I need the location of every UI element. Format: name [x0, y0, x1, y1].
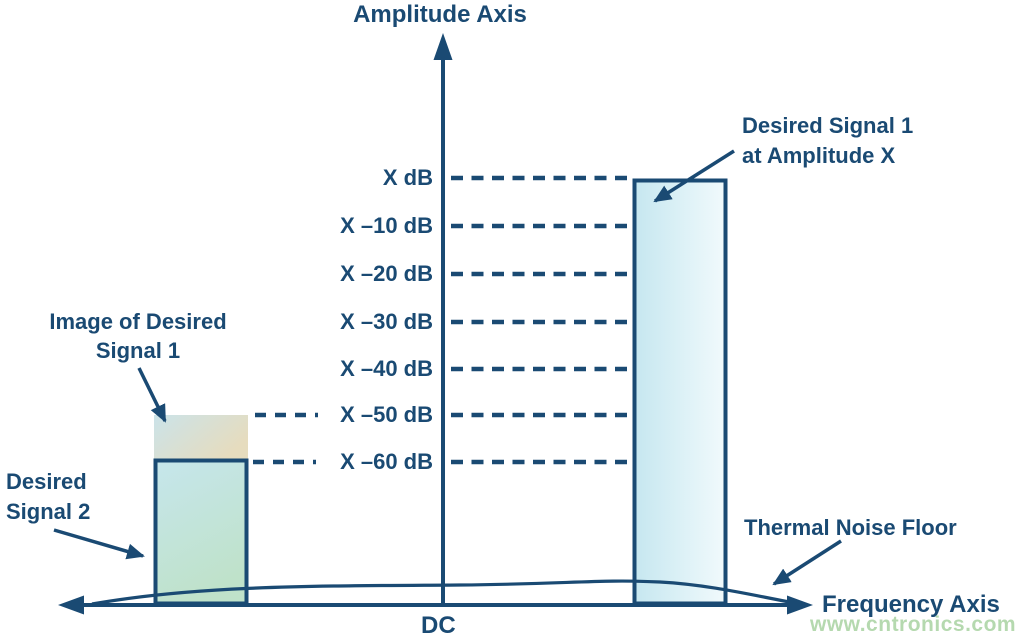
desired-signal2-arrow [53, 528, 145, 560]
image-level-dashes [253, 412, 318, 465]
desired-signal1-label-line2: at Amplitude X [742, 143, 896, 168]
desired-signal2-label: Desired Signal 2 [6, 467, 90, 527]
thermal-noise-floor-label: Thermal Noise Floor [744, 515, 957, 540]
amplitude-axis-arrowhead [433, 33, 453, 60]
thermal-noise-floor-curve [91, 579, 802, 606]
frequency-axis-label: Frequency Axis [822, 591, 1000, 618]
image-of-signal1-arrow [137, 367, 167, 423]
annotation-arrows [53, 149, 842, 586]
desired-signal1-label: Desired Signal 1 at Amplitude X [742, 111, 913, 171]
amplitude-axis-label: Amplitude Axis [353, 1, 527, 28]
image-of-signal1-label: Image of Desired Signal 1 [28, 307, 248, 365]
db-dashed-lines [451, 175, 628, 465]
image-of-signal1-block [154, 415, 248, 459]
desired-signal2-label-line1: Desired [6, 469, 87, 494]
db-label-x-60: X –60 dB [340, 449, 433, 474]
db-label-x: X dB [382, 165, 433, 190]
thermal-noise-floor-arrow [772, 539, 842, 586]
watermark: www.cntronics.com [810, 613, 1015, 636]
db-label-x-40: X –40 dB [340, 356, 433, 381]
db-label-x-10: X –10 dB [340, 213, 433, 238]
desired-signal2-bar [153, 458, 249, 606]
db-label-x-30: X –30 dB [340, 309, 433, 334]
desired-signal2-label-line2: Signal 2 [6, 499, 91, 524]
image-of-signal1-label-line1: Image of Desired [49, 309, 227, 334]
frequency-axis-left-arrowhead [58, 595, 84, 615]
desired-signal1-arrow [653, 149, 735, 203]
db-label-x-50: X –50 dB [340, 402, 433, 427]
desired-signal1-label-line1: Desired Signal 1 [742, 113, 914, 138]
desired-signal1-bar [632, 178, 728, 606]
dc-label: DC [421, 612, 456, 639]
db-label-x-20: X –20 dB [340, 261, 433, 286]
image-of-signal1-label-line2: Signal 1 [95, 338, 181, 363]
